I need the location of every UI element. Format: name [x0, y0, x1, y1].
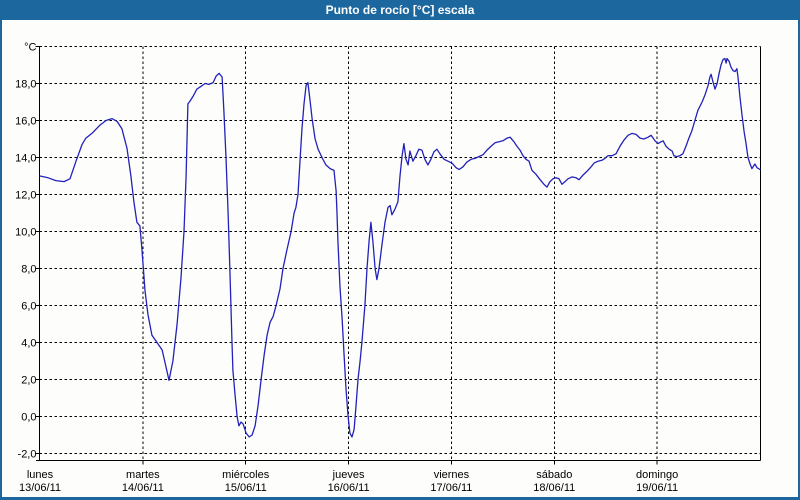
y-tick-label: 0,0 [21, 412, 36, 424]
window-border-right [798, 20, 800, 500]
window-border-bottom [0, 497, 800, 500]
y-tick-label: 18,0 [15, 79, 36, 91]
day-name-label: domingo [636, 469, 678, 481]
day-name-label: martes [126, 469, 160, 481]
day-name-label: sábado [536, 469, 572, 481]
title-bar: Punto de rocío [°C] escala [0, 0, 800, 20]
window-title: Punto de rocío [°C] escala [325, 3, 475, 17]
dewpoint-chart-canvas: -2,0 0,0 2,0 4,0 6,0 8,0 10,0 12,0 14,0 16,0 18,0 °… [15, 42, 761, 494]
day-name-label: viernes [434, 469, 470, 481]
day-name-label: jueves [332, 469, 365, 481]
day-date-label: 16/06/11 [328, 482, 370, 494]
y-tick-label: 8,0 [21, 264, 36, 276]
y-tick-label: 12,0 [15, 190, 36, 202]
y-tick-label: 14,0 [15, 153, 36, 165]
day-date-label: 18/06/11 [533, 482, 575, 494]
y-tick-label: 6,0 [21, 301, 36, 313]
day-date-label: 14/06/11 [122, 482, 164, 494]
y-tick-label: 16,0 [15, 116, 36, 128]
day-name-label: miércoles [222, 469, 270, 481]
y-tick-label: 4,0 [21, 338, 36, 350]
dewpoint-series-line [39, 57, 761, 438]
day-date-label: 13/06/11 [19, 482, 61, 494]
day-date-label: 15/06/11 [225, 482, 267, 494]
y-axis-unit-label: °C [24, 42, 36, 54]
chart-content: -2,0 0,0 2,0 4,0 6,0 8,0 10,0 12,0 14,0 16,0 18,0 °… [0, 20, 800, 500]
day-date-label: 17/06/11 [430, 482, 472, 494]
day-name-label: lunes [27, 469, 54, 481]
y-tick-label: 2,0 [21, 375, 36, 387]
y-tick-label: 10,0 [15, 227, 36, 239]
window-border-left [0, 20, 2, 500]
day-date-label: 19/06/11 [636, 482, 678, 494]
y-tick-label: -2,0 [18, 449, 37, 461]
